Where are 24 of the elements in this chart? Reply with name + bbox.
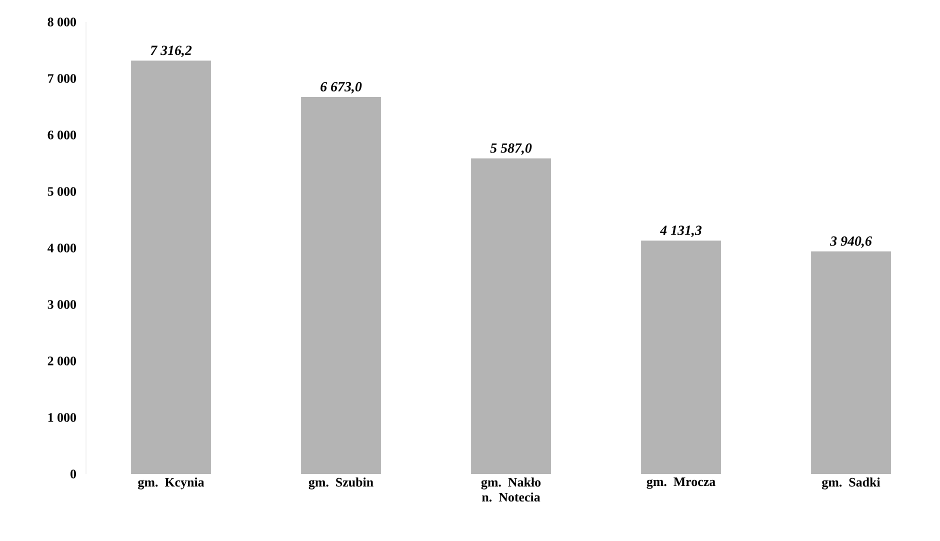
bar: [811, 251, 891, 474]
x-tick-label: gm. Kcynia: [138, 478, 204, 490]
y-tick-label: 4 000: [48, 244, 76, 252]
x-tick-label: gm. Nakło n. Notecia: [481, 478, 541, 502]
y-tick-label: 7 000: [48, 74, 76, 83]
x-tick-label: gm. Mrocza: [646, 478, 716, 489]
y-tick-label: 8 000: [48, 18, 76, 26]
y-tick-label: 1 000: [48, 413, 76, 422]
y-tick-label: 6 000: [48, 130, 76, 140]
data-label: 7 316,2: [150, 46, 192, 58]
y-tick-label: 2 000: [48, 356, 76, 366]
bar: [471, 158, 551, 474]
bar: [641, 240, 721, 474]
x-tick-label: gm. Sadki: [822, 478, 880, 490]
data-label: 6 673,0: [320, 82, 362, 94]
y-tick-label: 3 000: [48, 300, 76, 309]
y-tick-label: 5 000: [48, 187, 76, 196]
bar: [131, 60, 211, 474]
data-label: 3 940,6: [830, 236, 872, 248]
data-label: 5 587,0: [490, 143, 532, 155]
y-tick-label: 0: [70, 470, 76, 478]
x-tick-label: gm. Szubin: [308, 478, 374, 490]
bar: [301, 96, 381, 474]
data-label: 4 131,3: [660, 226, 702, 238]
